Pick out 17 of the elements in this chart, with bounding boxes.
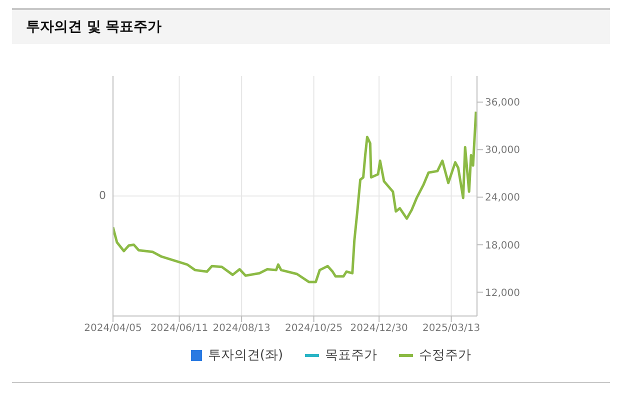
y2-tick-label: 36,000 — [485, 98, 520, 109]
chart-title: 투자의견 및 목표주가 — [12, 10, 610, 44]
y2-tick-label: 24,000 — [485, 192, 520, 204]
x-tick-label: 2024/12/30 — [350, 323, 408, 334]
x-tick-label: 2024/06/11 — [150, 323, 208, 334]
y2-tick-label: 30,000 — [485, 145, 520, 156]
legend-label: 수정주가 — [419, 347, 472, 364]
y2-tick-label: 12,000 — [485, 288, 520, 299]
text: 0 — [98, 189, 106, 202]
x-tick-label: 2025/03/13 — [422, 323, 480, 334]
line-series — [113, 110, 477, 284]
legend-label: 목표주가 — [325, 347, 378, 364]
x-tick-label: 2024/08/13 — [212, 323, 270, 334]
legend-label: 투자의견(좌) — [208, 347, 284, 364]
y2-tick-label: 18,000 — [485, 240, 520, 252]
x-tick-label: 2024/10/25 — [284, 323, 343, 334]
x-tick-label: 2024/04/05 — [84, 323, 142, 334]
